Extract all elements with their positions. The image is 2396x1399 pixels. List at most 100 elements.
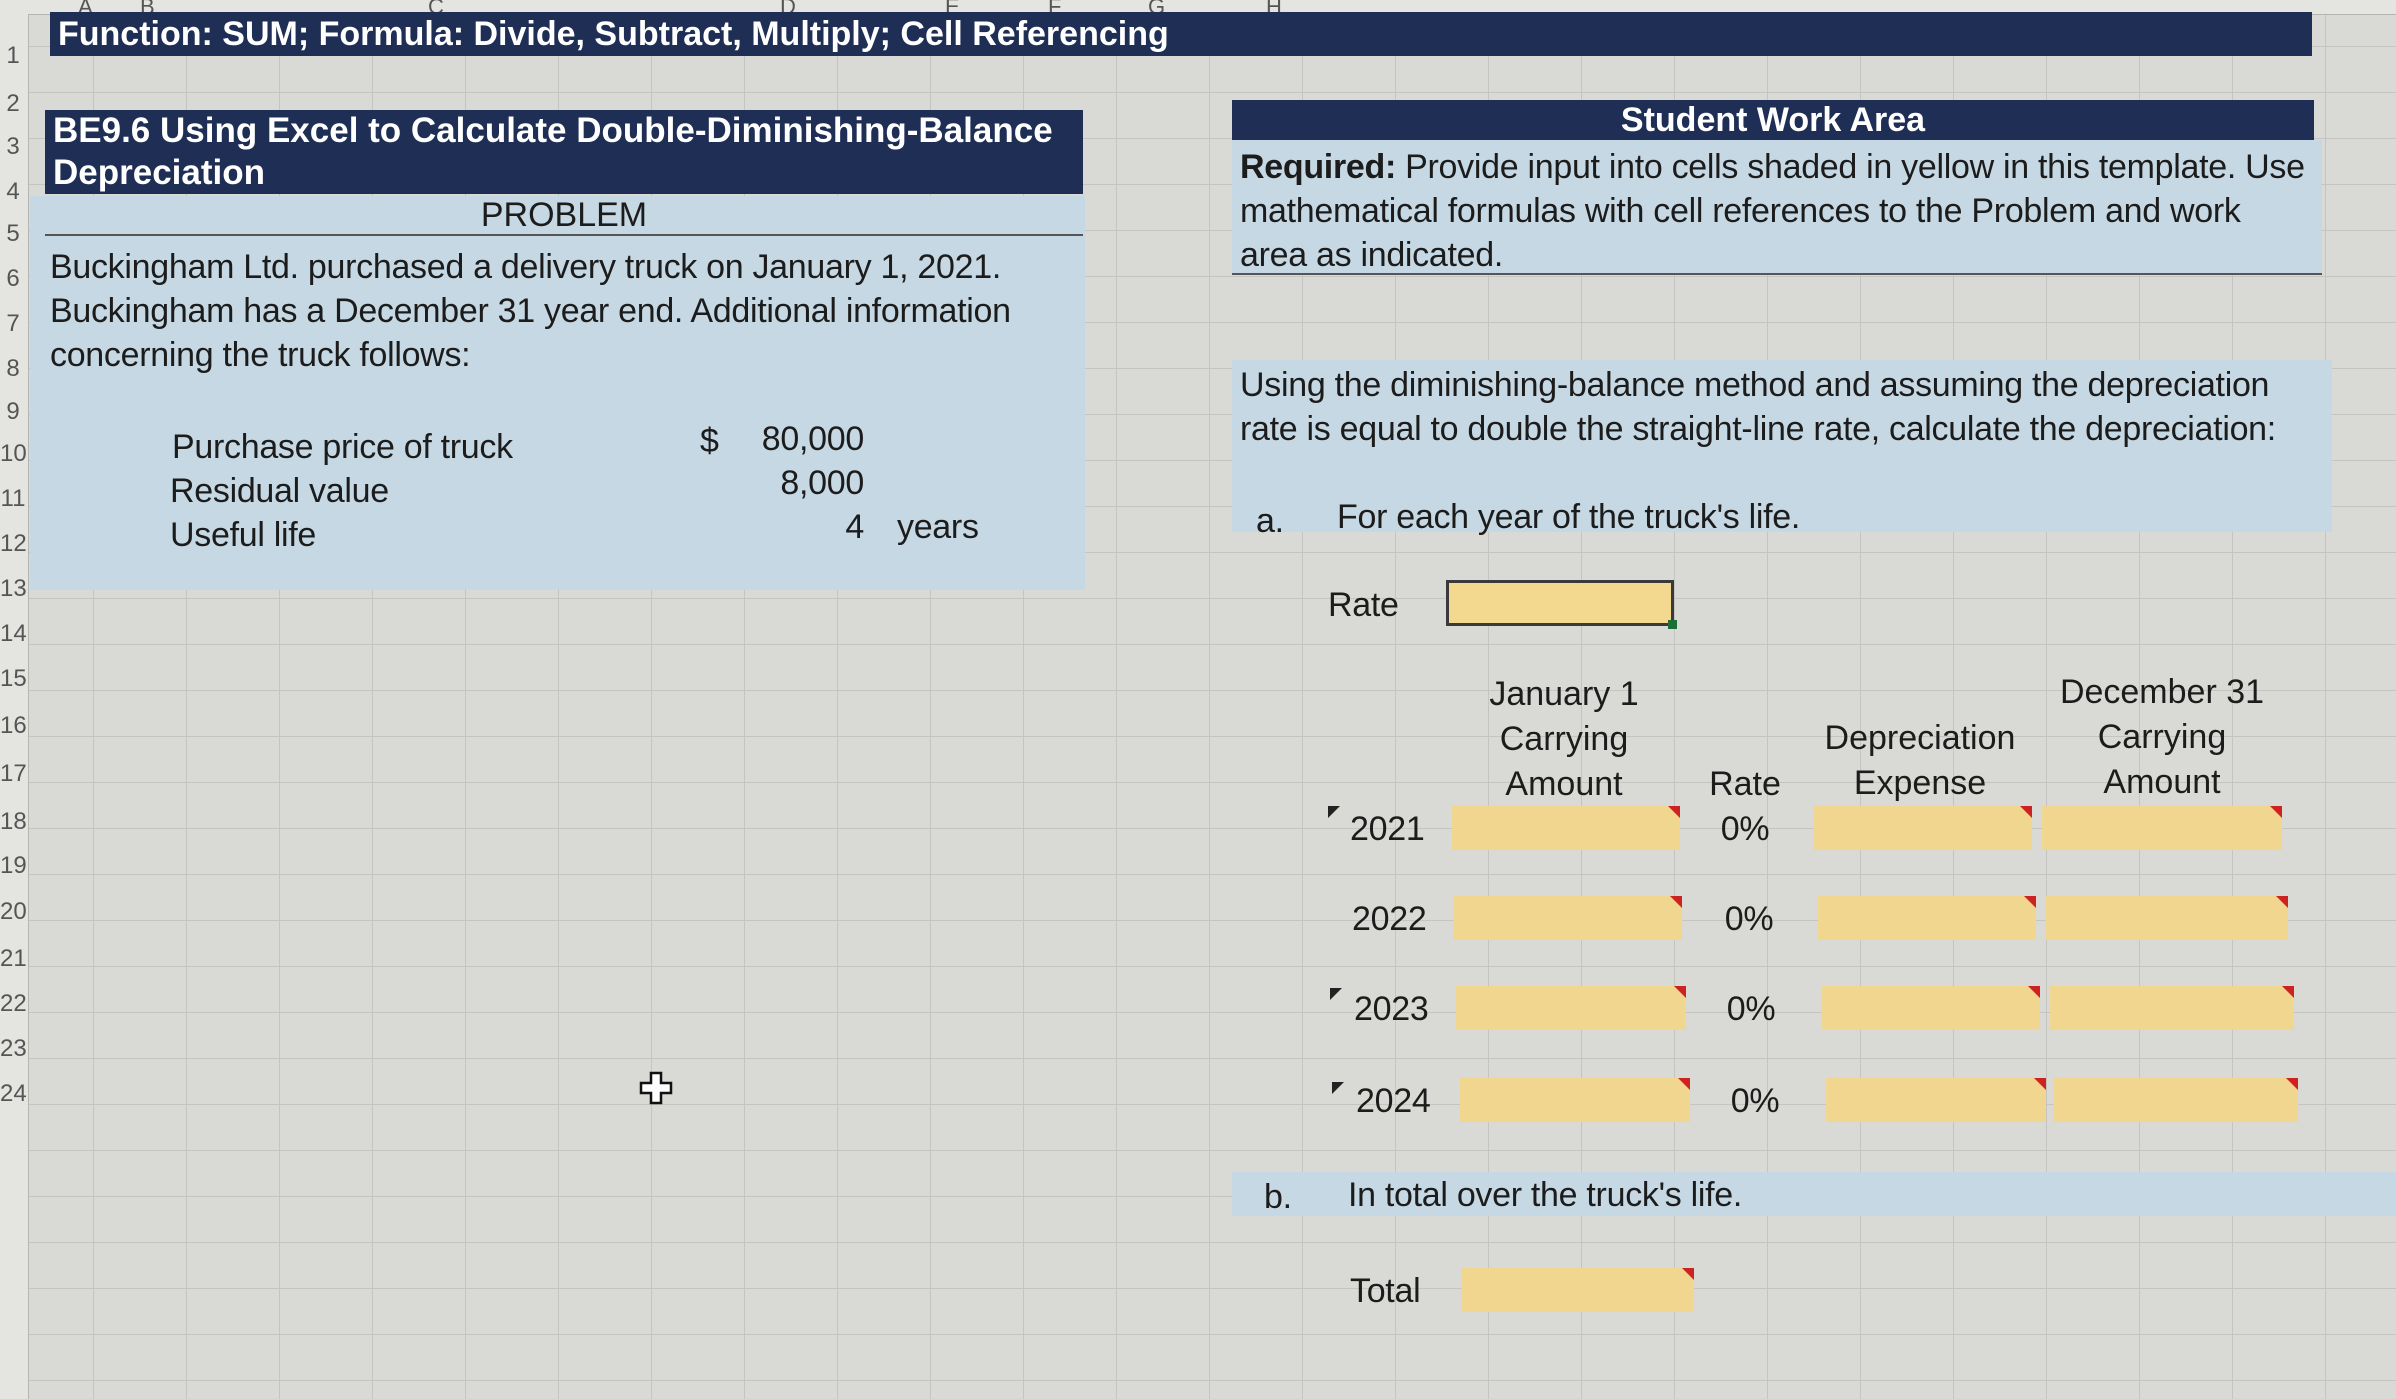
comment-indicator-icon — [1330, 988, 1342, 1000]
depreciation-2024[interactable] — [1826, 1078, 2046, 1122]
required-label: Required: — [1240, 148, 1396, 186]
depreciation-2022[interactable] — [1818, 896, 2036, 940]
comment-indicator-icon — [1674, 986, 1686, 998]
dec31-carrying-2024[interactable] — [2054, 1078, 2298, 1122]
row-number[interactable]: 11 — [0, 485, 26, 513]
rate-2022[interactable]: 0% — [1694, 900, 1804, 939]
required-line[interactable]: mathematical formulas with cell referenc… — [1240, 192, 2241, 231]
required-line[interactable]: area as indicated. — [1240, 236, 1503, 275]
row-number[interactable]: 15 — [0, 665, 26, 693]
header-dep-line: Expense — [1808, 761, 2032, 806]
rate-2024[interactable]: 0% — [1700, 1082, 1810, 1121]
problem-text-line[interactable]: Buckingham has a December 31 year end. A… — [50, 292, 1011, 331]
total-label[interactable]: Total — [1350, 1272, 1420, 1311]
comment-indicator-icon — [2024, 896, 2036, 908]
row-number[interactable]: 13 — [0, 575, 26, 603]
jan1-carrying-2021[interactable] — [1452, 806, 1680, 850]
row-number[interactable]: 7 — [0, 310, 26, 338]
row-number[interactable]: 8 — [0, 355, 26, 383]
comment-indicator-icon — [1668, 806, 1680, 818]
row-number[interactable]: 17 — [0, 760, 26, 788]
row-number[interactable]: 2 — [0, 90, 26, 118]
row-number[interactable]: 10 — [0, 440, 26, 468]
instruction-line[interactable]: Using the diminishing-balance method and… — [1240, 366, 2269, 405]
rate-2023[interactable]: 0% — [1696, 990, 1806, 1029]
rate-input-cell[interactable] — [1446, 580, 1674, 626]
rate-label[interactable]: Rate — [1328, 586, 1399, 625]
part-a-letter[interactable]: a. — [1256, 502, 1284, 541]
header-dec31[interactable]: December 31 Carrying Amount — [2040, 670, 2284, 805]
header-jan1-line: Carrying — [1446, 717, 1682, 762]
row-number[interactable]: 12 — [0, 530, 26, 558]
comment-indicator-icon — [1328, 806, 1340, 818]
row-number[interactable]: 1 — [0, 42, 26, 70]
problem-heading[interactable]: BE9.6 Using Excel to Calculate Double-Di… — [45, 110, 1083, 194]
comment-indicator-icon — [1332, 1082, 1344, 1094]
comment-indicator-icon — [2270, 806, 2282, 818]
row-number[interactable]: 22 — [0, 990, 26, 1018]
row-number[interactable]: 21 — [0, 945, 26, 973]
instruction-line[interactable]: rate is equal to double the straight-lin… — [1240, 410, 2276, 449]
purchase-price-value[interactable]: 80,000 — [740, 420, 864, 459]
part-b-letter[interactable]: b. — [1264, 1178, 1292, 1217]
dec31-carrying-2022[interactable] — [2046, 896, 2288, 940]
problem-text-line[interactable]: Buckingham Ltd. purchased a delivery tru… — [50, 248, 1001, 287]
row-number[interactable]: 23 — [0, 1035, 26, 1063]
residual-value-label[interactable]: Residual value — [170, 472, 389, 511]
jan1-carrying-2022[interactable] — [1454, 896, 1682, 940]
useful-life-label[interactable]: Useful life — [170, 516, 316, 555]
total-depreciation-cell[interactable] — [1462, 1268, 1694, 1312]
required-line[interactable]: Required: Provide input into cells shade… — [1240, 148, 2305, 187]
comment-indicator-icon — [2286, 1078, 2298, 1090]
header-rate[interactable]: Rate — [1690, 762, 1800, 807]
cell-cursor-icon — [638, 1070, 674, 1106]
header-jan1-line: Amount — [1446, 762, 1682, 807]
row-number[interactable]: 18 — [0, 808, 26, 836]
row-number[interactable]: 3 — [0, 133, 26, 161]
row-number[interactable]: 5 — [0, 220, 26, 248]
year-cell-2024[interactable]: 2024 — [1356, 1082, 1430, 1121]
row-number[interactable]: 19 — [0, 852, 26, 880]
header-dec31-line: Amount — [2040, 760, 2284, 805]
header-depreciation[interactable]: Depreciation Expense — [1808, 716, 2032, 806]
fill-handle[interactable] — [1668, 620, 1677, 629]
sheet-title[interactable]: Function: SUM; Formula: Divide, Subtract… — [50, 12, 2312, 56]
comment-indicator-icon — [1678, 1078, 1690, 1090]
depreciation-2021[interactable] — [1814, 806, 2032, 850]
useful-life-value[interactable]: 4 — [800, 508, 864, 547]
row-number[interactable]: 16 — [0, 712, 26, 740]
jan1-carrying-2023[interactable] — [1456, 986, 1686, 1030]
purchase-price-label[interactable]: Purchase price of truck — [172, 428, 513, 467]
currency-symbol: $ — [700, 422, 719, 461]
comment-indicator-icon — [2282, 986, 2294, 998]
year-cell-2023[interactable]: 2023 — [1354, 990, 1428, 1029]
comment-indicator-icon — [2276, 896, 2288, 908]
dec31-carrying-2021[interactable] — [2042, 806, 2282, 850]
useful-life-unit[interactable]: years — [897, 508, 979, 547]
residual-value-value[interactable]: 8,000 — [740, 464, 864, 503]
problem-text-line[interactable]: concerning the truck follows: — [50, 336, 470, 375]
part-a-text[interactable]: For each year of the truck's life. — [1337, 498, 1800, 537]
row-number[interactable]: 4 — [0, 178, 26, 206]
problem-label[interactable]: PROBLEM — [45, 196, 1083, 236]
depreciation-2023[interactable] — [1822, 986, 2040, 1030]
rate-2021[interactable]: 0% — [1690, 810, 1800, 849]
year-cell-2022[interactable]: 2022 — [1352, 900, 1426, 939]
comment-indicator-icon — [2028, 986, 2040, 998]
row-number[interactable]: 14 — [0, 620, 26, 648]
comment-indicator-icon — [2034, 1078, 2046, 1090]
row-number[interactable]: 20 — [0, 898, 26, 926]
comment-indicator-icon — [1670, 896, 1682, 908]
part-b-text[interactable]: In total over the truck's life. — [1348, 1176, 1742, 1215]
student-work-heading[interactable]: Student Work Area — [1232, 100, 2314, 140]
year-cell-2021[interactable]: 2021 — [1350, 810, 1424, 849]
header-jan1[interactable]: January 1 Carrying Amount — [1446, 672, 1682, 807]
comment-indicator-icon — [2020, 806, 2032, 818]
jan1-carrying-2024[interactable] — [1460, 1078, 1690, 1122]
header-dec31-line: December 31 — [2040, 670, 2284, 715]
row-number[interactable]: 6 — [0, 265, 26, 293]
dec31-carrying-2023[interactable] — [2050, 986, 2294, 1030]
comment-indicator-icon — [1682, 1268, 1694, 1280]
row-number[interactable]: 9 — [0, 398, 26, 426]
row-number[interactable]: 24 — [0, 1080, 26, 1108]
